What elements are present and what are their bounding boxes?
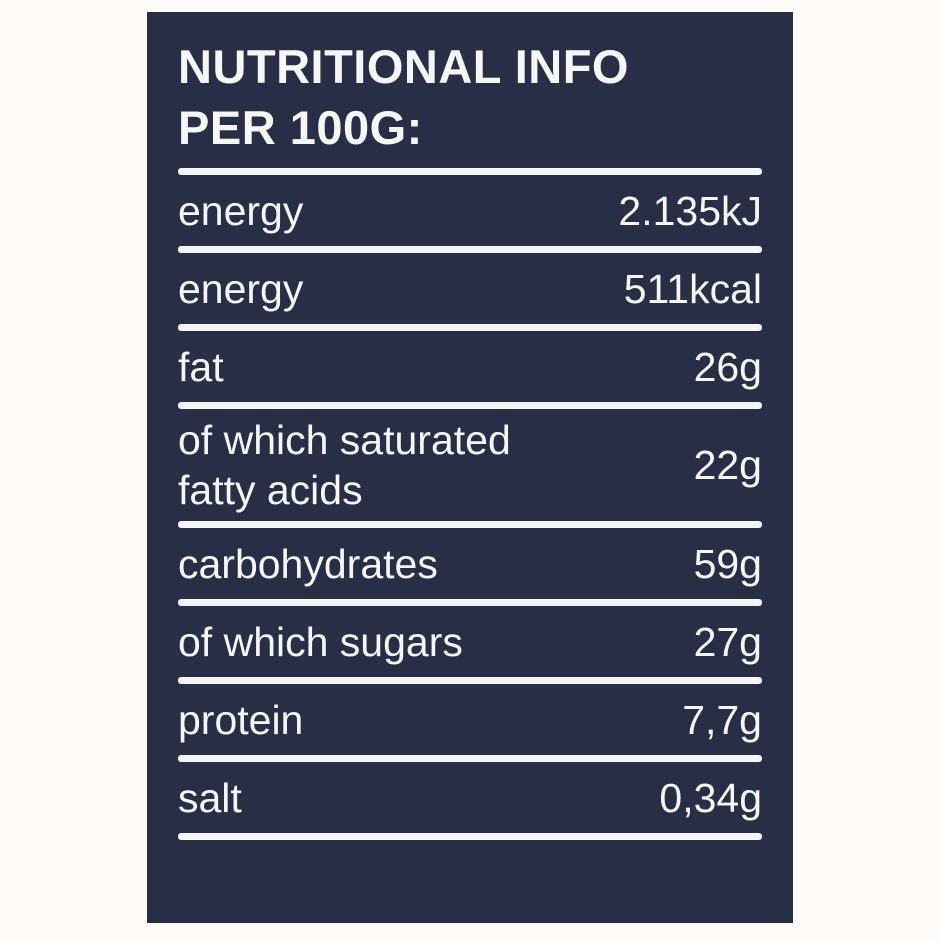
nutrient-label: salt <box>178 774 242 821</box>
divider <box>178 168 762 176</box>
nutrient-value: 26g <box>693 343 762 390</box>
nutrient-value: 59g <box>693 540 762 587</box>
divider <box>178 599 762 607</box>
panel-title: NUTRITIONAL INFO PER 100G: <box>178 12 762 158</box>
nutrient-row: energy 2.135kJ <box>178 175 762 246</box>
nutrient-label: of which saturated fatty acids <box>178 417 511 514</box>
divider <box>178 521 762 529</box>
nutrient-row: protein 7,7g <box>178 684 762 755</box>
nutrient-label: energy <box>178 187 304 234</box>
nutrient-label: of which sugars <box>178 618 463 665</box>
nutrient-row: of which sugars 27g <box>178 606 762 677</box>
nutrient-row: energy 511kcal <box>178 253 762 324</box>
divider <box>178 324 762 332</box>
nutrition-panel: NUTRITIONAL INFO PER 100G: energy 2.135k… <box>147 12 793 923</box>
nutrient-row: carbohydrates 59g <box>178 528 762 599</box>
divider <box>178 755 762 763</box>
nutrient-label: fat <box>178 343 224 390</box>
nutrient-value: 7,7g <box>682 696 762 743</box>
divider <box>178 677 762 685</box>
nutrient-row: fat 26g <box>178 331 762 402</box>
divider <box>178 402 762 410</box>
nutrient-value: 0,34g <box>659 774 762 821</box>
nutrient-value: 511kcal <box>623 265 762 312</box>
title-line-2: PER 100G: <box>178 101 423 155</box>
title-line-1: NUTRITIONAL INFO <box>178 40 629 93</box>
divider <box>178 246 762 254</box>
nutrient-value: 27g <box>693 618 762 665</box>
divider <box>178 833 762 841</box>
nutrient-value: 22g <box>693 442 762 489</box>
nutrient-value: 2.135kJ <box>618 187 762 234</box>
nutrient-label: protein <box>178 696 304 743</box>
nutrient-row: of which saturated fatty acids 22g <box>178 409 762 521</box>
nutrient-label: energy <box>178 265 304 312</box>
nutrient-row: salt 0,34g <box>178 762 762 833</box>
nutrient-label: carbohydrates <box>178 540 438 587</box>
